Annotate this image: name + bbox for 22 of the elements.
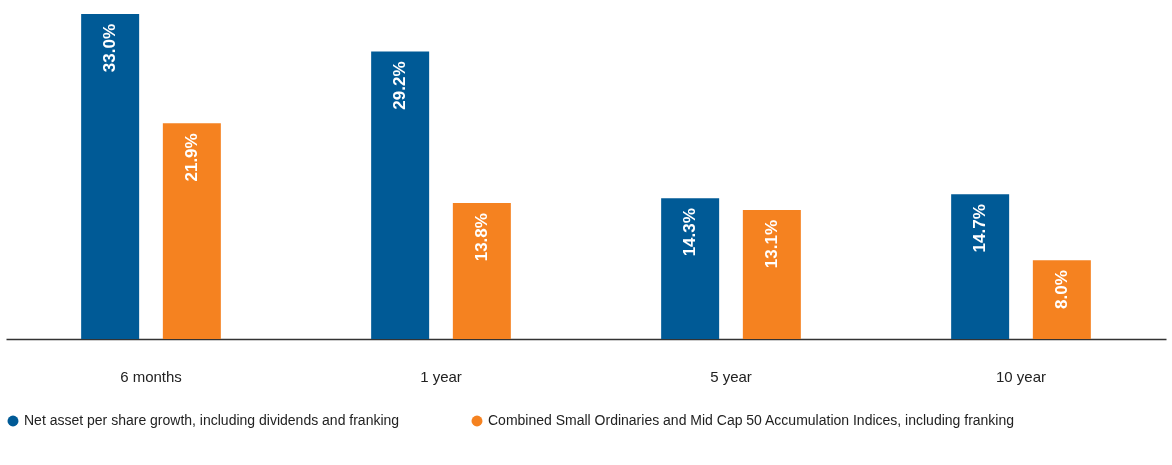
bar <box>371 51 430 339</box>
bar <box>951 194 1010 339</box>
x-tick-label: 6 months <box>120 367 182 385</box>
x-tick-label: 10 year <box>995 367 1047 385</box>
bar <box>162 123 221 339</box>
data-label: 13.1% <box>761 219 781 269</box>
bar <box>81 14 140 339</box>
x-tick-label: 1 year <box>420 367 462 385</box>
bar <box>1032 260 1091 339</box>
data-label: 14.7% <box>970 204 990 253</box>
data-label: 21.9% <box>181 133 201 182</box>
bar <box>661 198 720 339</box>
data-label: 8.0% <box>1051 270 1071 309</box>
legend-label: Net asset per share growth, including dividends and franking <box>24 412 400 428</box>
data-label: 33.0% <box>100 24 120 73</box>
bar <box>452 203 511 339</box>
bar <box>742 209 801 339</box>
data-label: 29.2% <box>390 61 410 110</box>
data-label: 14.3% <box>680 208 700 257</box>
data-label: 13.8% <box>471 213 491 262</box>
x-tick-label: 5 year <box>710 367 752 385</box>
legend-label: Combined Small Ordinaries and Mid Cap 50 Accumulation Indices, including franking <box>488 412 1015 428</box>
